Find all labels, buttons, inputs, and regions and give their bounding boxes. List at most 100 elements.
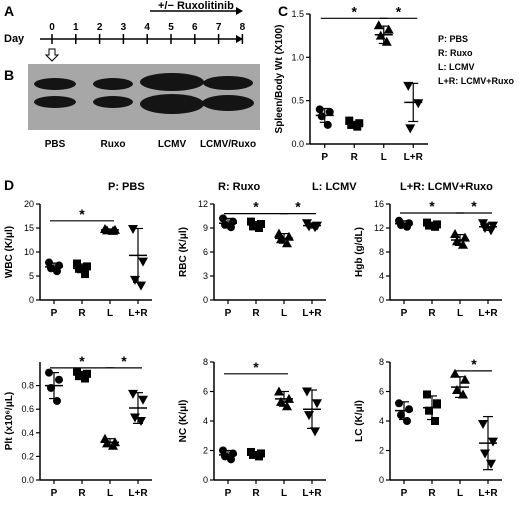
data-point-circle [315, 105, 324, 114]
data-point-triangle-down [310, 427, 320, 437]
y-tick-label: 0.4 [21, 428, 34, 438]
x-category-label: R [78, 308, 86, 319]
x-category-label: L [381, 152, 387, 163]
data-point-triangle-down [128, 389, 138, 399]
y-tick-label: 9 [203, 223, 208, 233]
y-tick-label: 0.8 [21, 381, 34, 391]
legend-c-r: R: Ruxo [438, 48, 473, 58]
x-category-label: P [321, 152, 328, 163]
data-point-triangle-up [460, 374, 470, 384]
y-tick-label: 0 [29, 295, 34, 305]
data-point-triangle-up [450, 368, 460, 378]
y-axis-label: Spleen/Body Wt (X100) [274, 25, 285, 134]
data-point-square [431, 417, 439, 425]
x-category-label: L [457, 308, 463, 319]
chart-plt: 0.0 0.2 0.4 0.6 0.8 Plt (x10⁶/μL) P R L L+R * * [4, 353, 152, 499]
data-point-triangle-up [450, 229, 460, 238]
panel-b-letter: B [4, 67, 14, 83]
spleen-image-lcmv [140, 73, 204, 114]
chart-lc: 0 2 4 6 8 LC (K/μl) P R L L+R * [354, 356, 502, 499]
data-point-square [75, 372, 83, 381]
significance-marker: * [396, 3, 402, 19]
y-tick-label: 4 [379, 416, 384, 426]
chart-hgb: 0 4 8 12 16 Hgb (g/dL) P R L L+R * * [354, 198, 502, 319]
group-label-lcmv-ruxo: LCMV/Ruxo [200, 139, 256, 150]
y-tick-label: 8 [203, 357, 208, 367]
timeline-arrowhead [236, 35, 243, 43]
x-category-label: R [428, 488, 436, 499]
data-point-triangle-down [488, 437, 498, 447]
x-category-label: R [252, 488, 260, 499]
x-category-label: P [225, 488, 232, 499]
significance-marker: * [429, 198, 435, 214]
data-point-triangle-down [403, 81, 414, 91]
data-point-triangle-down [138, 395, 148, 405]
significance-marker: * [121, 353, 127, 369]
x-category-label: L [107, 308, 113, 319]
y-tick-label: 0.5 [291, 96, 304, 106]
day-tick-label: 7 [216, 22, 222, 33]
y-tick-label: 0.0 [291, 139, 304, 149]
significance-marker: * [79, 206, 85, 222]
data-point-triangle-down [128, 224, 138, 234]
data-point-circle [227, 223, 235, 232]
y-tick-label: 10 [24, 247, 34, 257]
y-tick-label: 0 [203, 475, 208, 485]
day-tick-label: 3 [121, 22, 127, 33]
legend-c-l: L: LCMV [438, 62, 475, 72]
data-point-circle [395, 399, 403, 408]
day-label: Day [4, 33, 25, 45]
y-tick-label: 4 [203, 416, 208, 426]
data-point-triangle-up [383, 24, 394, 34]
day-tick-label: 5 [168, 22, 174, 33]
legend-c-lr: L+R: LCMV+Ruxo [438, 76, 515, 86]
x-category-label: L+R [128, 308, 148, 319]
significance-marker: * [253, 199, 259, 215]
data-point-circle [405, 405, 413, 414]
day-tick-label: 8 [240, 22, 246, 33]
panel-c-letter: C [278, 3, 288, 19]
spleen-image-pbs [34, 78, 76, 108]
panel-c: C P: PBS R: Ruxo L: LCMV L+R: LCMV+Ruxo [278, 3, 515, 86]
x-category-label: L+R [302, 488, 322, 499]
x-category-label: P [401, 488, 408, 499]
panel-d-letter: D [4, 177, 14, 193]
y-tick-label: 1.5 [291, 9, 304, 19]
x-category-label: L+R [302, 308, 322, 319]
panel-d: D P: PBS R: Ruxo L: LCMV L+R: LCMV+Ruxo [4, 177, 493, 193]
y-tick-label: 0 [203, 295, 208, 305]
significance-marker: * [79, 353, 85, 369]
y-tick-label: 12 [198, 199, 208, 209]
data-point-square [345, 116, 354, 125]
y-tick-label: 8 [379, 247, 384, 257]
y-tick-label: 6 [203, 387, 208, 397]
x-category-label: R [252, 308, 260, 319]
y-tick-label: 2 [203, 446, 208, 456]
legend-d-l: L: LCMV [312, 181, 357, 193]
data-point-triangle-down [405, 124, 416, 134]
treatment-label: +/− Ruxolitinib [158, 0, 234, 12]
y-tick-label: 6 [203, 247, 208, 257]
panel-a: A Day 0 1 2 3 4 5 6 7 8 +/− Ruxolitinib [4, 0, 246, 62]
data-point-circle [397, 411, 405, 420]
y-tick-label: 12 [374, 223, 384, 233]
x-category-label: L+R [478, 488, 498, 499]
legend-d-r: R: Ruxo [218, 181, 260, 193]
y-tick-label: 0.2 [21, 451, 34, 461]
data-point-triangle-up [373, 20, 384, 30]
data-point-circle [325, 107, 334, 116]
group-label-lcmv: LCMV [158, 139, 187, 150]
x-category-label: L [281, 308, 287, 319]
data-point-circle [55, 375, 63, 384]
y-tick-label: 20 [24, 199, 34, 209]
data-point-triangle-down [478, 419, 488, 429]
x-category-label: R [78, 488, 86, 499]
data-point-square [83, 262, 91, 271]
group-label-ruxo: Ruxo [101, 139, 126, 150]
y-tick-label: 0 [379, 475, 384, 485]
spleen-image-lcmv-ruxo [202, 76, 254, 111]
data-point-square [347, 120, 356, 129]
infection-arrow-icon [44, 48, 60, 62]
x-category-label: R [351, 152, 359, 163]
